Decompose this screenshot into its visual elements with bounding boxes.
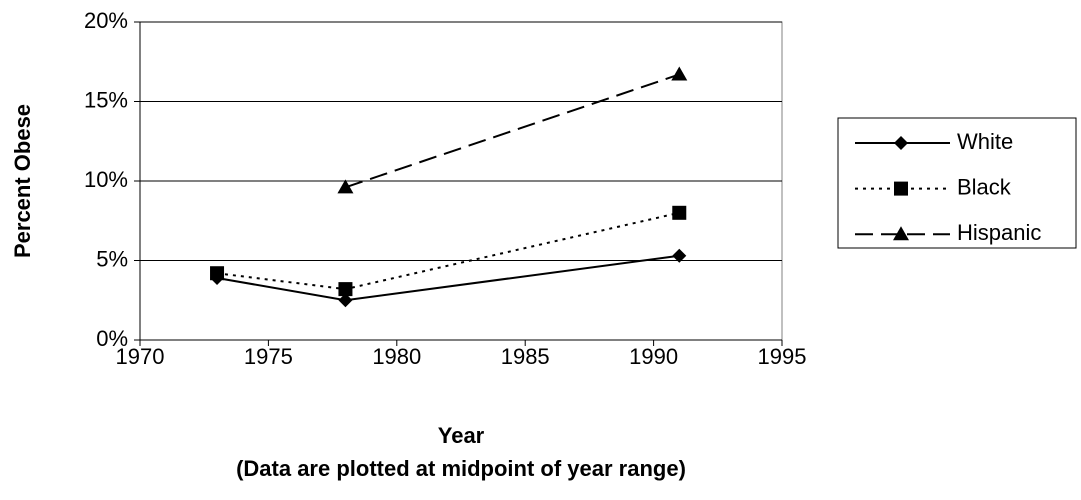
x-tick-label: 1990: [629, 344, 678, 369]
x-tick-label: 1985: [501, 344, 550, 369]
data-point: [338, 293, 353, 308]
x-tick-label: 1980: [372, 344, 421, 369]
y-tick-label: 15%: [84, 87, 128, 112]
x-axis-title: Year: [438, 423, 485, 448]
y-tick-label: 0%: [96, 326, 128, 351]
x-tick-label: 1970: [116, 344, 165, 369]
series-line: [216, 254, 680, 302]
y-tick-label: 10%: [84, 167, 128, 192]
legend-marker: [894, 136, 908, 150]
series-line: [345, 73, 680, 189]
legend-label: Black: [957, 174, 1012, 199]
legend-label: Hispanic: [957, 220, 1041, 245]
subtitle: (Data are plotted at midpoint of year ra…: [236, 456, 686, 481]
legend-marker: [894, 181, 908, 196]
series-line: [216, 211, 680, 291]
y-tick-label: 20%: [84, 8, 128, 33]
data-point: [672, 205, 687, 220]
y-axis-title: Percent Obese: [10, 104, 35, 258]
y-tick-label: 5%: [96, 246, 128, 271]
legend-box: [837, 117, 1077, 249]
legend-label: White: [957, 129, 1013, 154]
data-point: [338, 282, 353, 297]
data-point: [337, 179, 354, 194]
x-tick-label: 1995: [758, 344, 807, 369]
x-tick-label: 1975: [244, 344, 293, 369]
data-point: [672, 248, 687, 263]
legend-marker: [893, 226, 909, 241]
data-point: [210, 266, 225, 281]
data-point: [671, 66, 688, 81]
